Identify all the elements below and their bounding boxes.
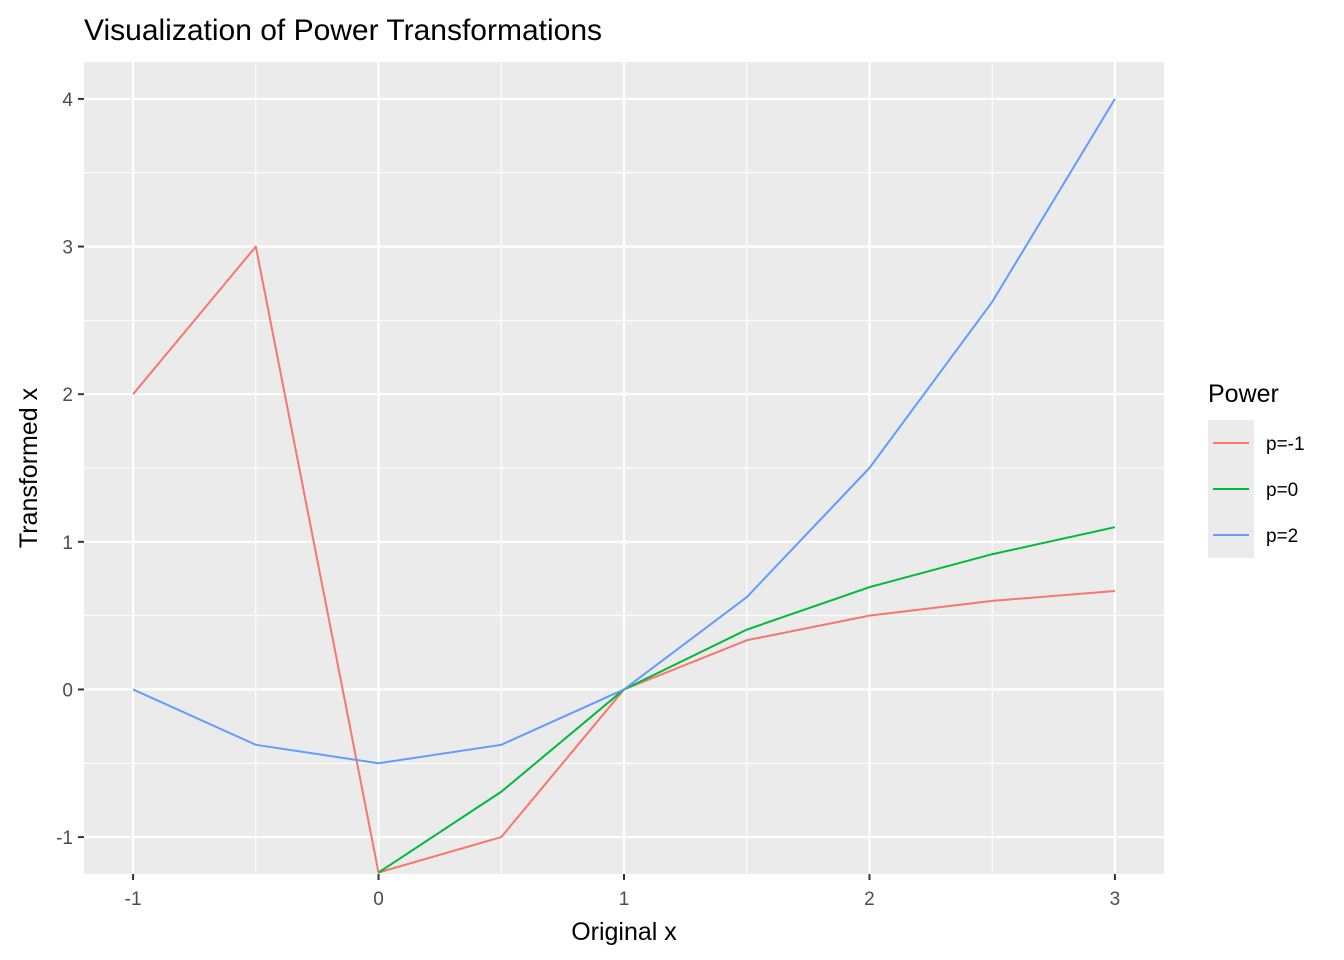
y-tick-label: -1 <box>56 828 73 849</box>
x-tick-label: 3 <box>1110 889 1121 910</box>
legend-title: Power <box>1208 380 1279 408</box>
y-axis-tick-labels: -1 0 1 2 3 4 <box>56 90 73 849</box>
axis-ticks <box>78 97 1116 880</box>
series-line-p2 <box>132 98 1116 765</box>
major-gridlines <box>84 62 1164 874</box>
x-tick-label: 0 <box>373 889 384 910</box>
x-tick-label: -1 <box>125 889 142 910</box>
y-tick-label: 3 <box>62 238 73 259</box>
y-tick-label: 1 <box>62 533 73 554</box>
legend-label: p=0 <box>1266 480 1298 501</box>
x-axis-tick-labels: -1 0 1 2 3 <box>125 889 1121 910</box>
legend-label: p=2 <box>1266 526 1298 547</box>
series-lines <box>132 98 1116 874</box>
series-line-p0 <box>378 526 1116 874</box>
y-axis-title: Transformed x <box>15 387 43 548</box>
y-tick-label: 0 <box>62 680 73 701</box>
y-tick-label: 4 <box>62 90 73 111</box>
legend: Power p=-1 p=0 p=2 <box>1208 380 1305 558</box>
chart-title: Visualization of Power Transformations <box>84 14 602 47</box>
y-tick-label: 2 <box>62 385 73 406</box>
legend-label: p=-1 <box>1266 434 1305 455</box>
x-tick-label: 1 <box>619 889 630 910</box>
legend-items: p=-1 p=0 p=2 <box>1208 420 1305 558</box>
x-axis-title: Original x <box>571 918 677 946</box>
x-tick-label: 2 <box>864 889 875 910</box>
